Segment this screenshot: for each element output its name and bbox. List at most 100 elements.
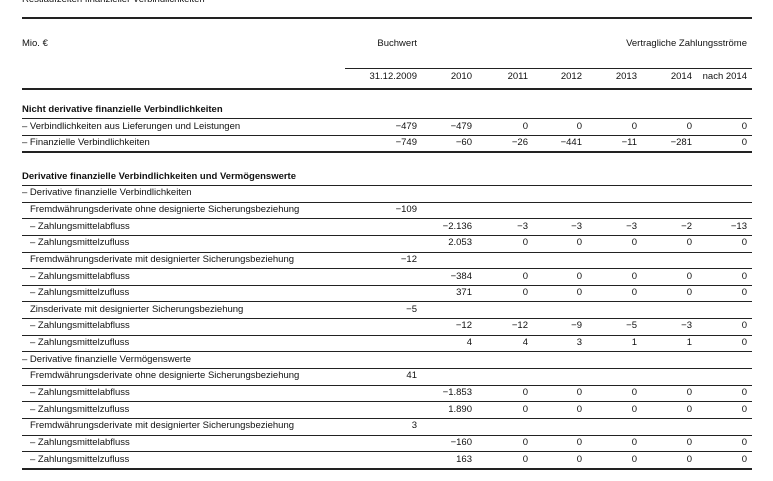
book-date: 31.12.2009	[369, 71, 417, 82]
flow-value: −3	[681, 320, 692, 332]
flow-value: −26	[511, 137, 528, 149]
flow-value: −9	[571, 320, 582, 332]
rule	[22, 268, 752, 270]
flow-value: 163	[456, 453, 472, 465]
row-label: – Zahlungsmittelabfluss	[30, 387, 130, 399]
rule	[22, 118, 752, 120]
flow-value: 0	[576, 120, 582, 132]
row-label: – Verbindlichkeiten aus Lieferungen und …	[22, 120, 241, 132]
book-value: −109	[395, 203, 417, 215]
flow-value: 0	[576, 403, 582, 415]
row-label: Zinsderivate mit designierter Sicherungs…	[30, 303, 244, 315]
flow-value: 0	[522, 120, 528, 132]
rule	[22, 467, 752, 470]
book-value: −479	[395, 120, 417, 132]
row-label: Fremdwährungsderivate ohne designierte S…	[30, 203, 300, 215]
rule	[22, 418, 752, 419]
flow-value: 0	[576, 237, 582, 249]
rule	[22, 88, 752, 90]
section-label: Nicht derivative finanzielle Verbindlich…	[22, 104, 223, 116]
flow-value: −3	[626, 220, 637, 232]
rule	[345, 68, 752, 69]
flow-value: 0	[631, 387, 637, 399]
row-label: Fremdwährungsderivate mit designierter S…	[30, 253, 295, 265]
row-label: Fremdwährungsderivate ohne designierte S…	[30, 370, 300, 382]
row-label: – Zahlungsmittelabfluss	[30, 270, 130, 282]
flow-value: 0	[522, 387, 528, 399]
flow-value: 0	[631, 237, 637, 249]
flow-value: 0	[741, 453, 747, 465]
book-value: 3	[411, 420, 417, 432]
flow-value: 0	[741, 137, 747, 149]
flow-value: 0	[741, 437, 747, 448]
unit-header: Mio. €	[22, 38, 48, 49]
flow-value: −281	[670, 137, 692, 149]
flow-value: −2.136	[442, 220, 472, 232]
row-label: – Finanzielle Verbindlichkeiten	[22, 137, 150, 149]
rule	[22, 401, 752, 403]
row-label: – Zahlungsmittelzufluss	[30, 287, 130, 299]
flow-value: −12	[455, 320, 472, 332]
flow-value: 0	[686, 270, 692, 282]
row-label: – Zahlungsmittelabfluss	[30, 437, 130, 448]
flow-value: −384	[450, 270, 472, 282]
flow-value: 0	[686, 120, 692, 132]
rule	[22, 434, 752, 436]
row-label: – Zahlungsmittelzufluss	[30, 403, 130, 415]
flow-value: 0	[522, 287, 528, 299]
flow-value: −3	[517, 220, 528, 232]
rule	[22, 301, 752, 303]
flow-value: 0	[741, 237, 747, 249]
row-label: – Zahlungsmittelabfluss	[30, 220, 130, 232]
page-title: Restlaufzeiten finanzieller Verbindlichk…	[22, 0, 205, 6]
flow-value: 0	[686, 237, 692, 249]
flow-value: 0	[522, 270, 528, 282]
rule	[22, 334, 752, 336]
flow-value: 0	[576, 287, 582, 299]
row-label: Fremdwährungsderivate mit designierter S…	[30, 420, 295, 432]
rule	[22, 135, 752, 137]
year-header: 2011	[507, 71, 528, 82]
rule	[22, 368, 752, 370]
book-value: 41	[406, 370, 417, 382]
flow-value: 0	[741, 270, 747, 282]
book-header: Buchwert	[377, 38, 417, 49]
flow-value: 0	[522, 403, 528, 415]
flow-value: 0	[576, 453, 582, 465]
rule	[22, 201, 752, 203]
flow-value: 0	[631, 437, 637, 448]
rule	[22, 351, 752, 353]
book-value: −749	[395, 137, 417, 149]
book-value: −5	[406, 303, 417, 315]
flow-value: −441	[560, 137, 582, 149]
flow-value: −11	[621, 137, 637, 149]
flow-value: 0	[741, 120, 747, 132]
flow-value: 0	[631, 270, 637, 282]
flow-value: −3	[571, 220, 582, 232]
flow-value: 0	[686, 403, 692, 415]
row-label: – Derivative finanzielle Vermögenswerte	[22, 353, 191, 365]
rule	[22, 17, 752, 19]
flow-value: −60	[455, 137, 472, 149]
flow-value: 0	[576, 437, 582, 448]
row-label: – Zahlungsmittelabfluss	[30, 320, 130, 332]
flow-value: 4	[466, 337, 472, 349]
flow-value: −1.853	[442, 387, 472, 399]
row-label: – Zahlungsmittelzufluss	[30, 337, 130, 349]
row-label: – Zahlungsmittelzufluss	[30, 237, 130, 249]
flow-value: −160	[450, 437, 472, 448]
year-header: 2014	[670, 71, 692, 82]
rule	[22, 184, 752, 186]
year-header: 2013	[615, 71, 637, 82]
flow-value: −13	[730, 220, 747, 232]
row-label: – Zahlungsmittelzufluss	[30, 453, 130, 465]
rule	[22, 318, 752, 320]
row-label: – Derivative finanzielle Verbindlichkeit…	[22, 187, 192, 199]
rule	[22, 218, 752, 220]
flow-value: 0	[741, 403, 747, 415]
flow-value: 0	[522, 437, 528, 448]
flow-value: 1.890	[448, 403, 472, 415]
flow-value: −12	[511, 320, 528, 332]
flow-value: 0	[741, 337, 747, 349]
